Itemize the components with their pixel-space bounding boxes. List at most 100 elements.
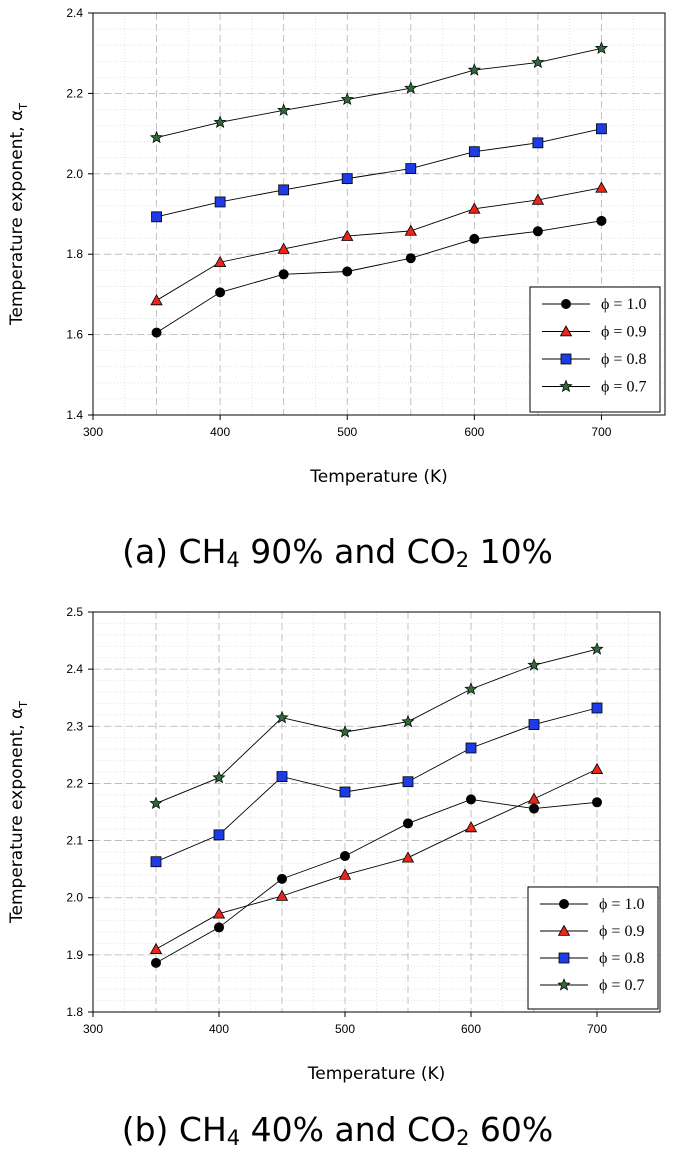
chart-b-series-1-point [590, 762, 604, 774]
chart-b-x-tick-label: 300 [83, 1022, 103, 1036]
chart-a-series-2-point [532, 137, 544, 149]
chart-b-series-0-point [592, 797, 603, 808]
chart-b-series-1-point [401, 851, 415, 863]
chart-a-series-1-line [156, 187, 602, 301]
chart-b-legend-box [527, 886, 659, 1010]
chart-b-y-axis-label: Temperature exponent, αT [7, 701, 30, 924]
chart-b-series-3-point [401, 714, 415, 728]
chart-a-series-2 [151, 123, 607, 223]
caption-b: (b) CH4 40% and CO2 60% [121, 1110, 554, 1150]
chart-b-series-0-point [276, 873, 287, 884]
chart-a-series-1-point [595, 181, 608, 193]
chart-b-x-tick-label: 700 [587, 1022, 607, 1036]
chart-b-series-3-point [275, 710, 289, 724]
chart-b-series-1-point [527, 792, 541, 804]
chart-b-series-2-point [465, 742, 477, 754]
chart-b-x-tick-label: 500 [335, 1022, 355, 1036]
chart-b-series-3 [149, 642, 604, 810]
chart-a-series-2-point [405, 163, 417, 174]
chart-a-x-tick-label: 500 [337, 425, 357, 439]
chart-b-legend-label: ϕ = 0.7 [599, 977, 644, 994]
chart-b-series-3-point [149, 796, 163, 810]
chart-a-y-tick-label: 2.2 [66, 86, 83, 100]
chart-a-series-1-point [404, 224, 417, 236]
chart-b-series-1-point [149, 942, 163, 954]
chart-a-series-3-line [156, 47, 602, 139]
chart-a-series-2-point [341, 173, 353, 185]
chart-a-legend-marker [561, 298, 572, 309]
chart-b-legend-marker [557, 924, 571, 936]
chart-b-series-3-point [464, 682, 478, 695]
chart-a-series-3-point [213, 115, 227, 128]
chart-b-series-3-point [338, 725, 352, 738]
chart-a-series-2-line [156, 128, 602, 218]
chart-b-legend-marker [557, 978, 571, 991]
chart-a-series-2-point [468, 146, 480, 158]
chart-a-legend-label: ϕ = 0.8 [601, 351, 646, 368]
chart-b-y-tick-label: 2.5 [66, 605, 83, 619]
chart-a: 300 400 500 600 700 1.4 1.6 1.8 2.0 2.2 2.4 Tempera… [7, 6, 666, 487]
chart-b-series-2-point [276, 771, 288, 782]
chart-a-legend-label: ϕ = 1.0 [601, 296, 646, 313]
chart-b-series-2-point [402, 776, 414, 788]
chart-b-series-2-point [591, 702, 603, 714]
chart-b-series-1-point [338, 868, 352, 880]
chart-b-series-0 [150, 794, 603, 968]
chart-b-series-0-point [213, 922, 224, 933]
chart-a-y-axis-label: Temperature exponent, αT [7, 103, 30, 326]
chart-b-series-1 [149, 762, 604, 954]
chart-b-y-tick-label: 2.2 [66, 776, 83, 790]
chart-a-x-tick-label: 700 [591, 425, 611, 439]
chart-b-y-axis-label-sub: T [17, 701, 30, 709]
chart-b-series-1-point [275, 889, 289, 901]
chart-a-y-tick-label: 1.4 [66, 408, 83, 422]
chart-b-series-3-point [590, 642, 604, 655]
chart-a-series-1-point [341, 229, 354, 241]
chart-a-series-3-point [404, 81, 418, 94]
chart-b-series-1-line [155, 768, 598, 950]
chart-b-series-2 [150, 702, 603, 868]
chart-a-series-3-point [467, 63, 481, 76]
chart-b: 300 400 500 600 700 1.8 1.9 2.0 2.1 2.2 2.3 2.4 2.5 T… [7, 605, 661, 1084]
chart-b-series-2-line [155, 707, 598, 863]
chart-a-series-2-point [278, 184, 290, 196]
chart-b-x-tick-label: 600 [461, 1022, 481, 1036]
chart-a-series-0-point [532, 226, 543, 237]
chart-a-series-0-point [151, 327, 162, 338]
chart-a-legend-marker [560, 353, 572, 365]
chart-a-series-1-point [277, 242, 290, 254]
chart-b-y-tick-label: 2.4 [66, 662, 83, 676]
chart-b-y-tick-label: 2.1 [66, 834, 83, 848]
chart-b-series-0-point [402, 818, 413, 829]
chart-b-series-0-point [150, 957, 161, 968]
chart-b-series-1-point [212, 907, 226, 919]
chart-b-x-tick-label: 400 [209, 1022, 229, 1036]
chart-b-x-axis-label: Temperature (K) [307, 1064, 446, 1084]
chart-a-legend-label: ϕ = 0.7 [601, 379, 646, 396]
chart-b-legend-label: ϕ = 1.0 [599, 896, 644, 913]
chart-a-series-1-point [213, 255, 227, 268]
chart-b-y-tick-label: 1.8 [66, 1005, 83, 1019]
chart-b-series-0-point [465, 794, 476, 805]
chart-a-series-3-point [340, 92, 354, 106]
chart-a-series-3 [149, 41, 609, 144]
chart-a-series-1 [150, 181, 608, 306]
chart-a-plot-frame [92, 12, 666, 416]
chart-b-legend: ϕ = 1.0 ϕ = 0.9 ϕ = 0.8 ϕ = 0.7 [527, 886, 659, 1010]
chart-b-series-0-line [155, 798, 598, 964]
chart-a-x-tick-label: 400 [210, 425, 230, 439]
chart-a-series-0-point [596, 215, 607, 226]
chart-a-series-0-point [469, 233, 480, 244]
chart-b-series-2-point [339, 786, 351, 798]
chart-a-series-1-point [468, 202, 481, 214]
chart-a-x-axis-label: Temperature (K) [309, 467, 448, 487]
chart-b-series-3-point [527, 658, 541, 671]
chart-a-series-3-point [277, 103, 291, 116]
chart-a-series-0-point [278, 269, 289, 280]
chart-b-plot-frame [92, 611, 661, 1013]
chart-a-legend-label: ϕ = 0.9 [601, 324, 646, 341]
chart-a-y-tick-label: 2.4 [66, 6, 83, 20]
chart-a-series-3-point [594, 41, 609, 55]
chart-a-series-2-point [214, 196, 226, 208]
chart-b-series-3-line [155, 648, 598, 804]
